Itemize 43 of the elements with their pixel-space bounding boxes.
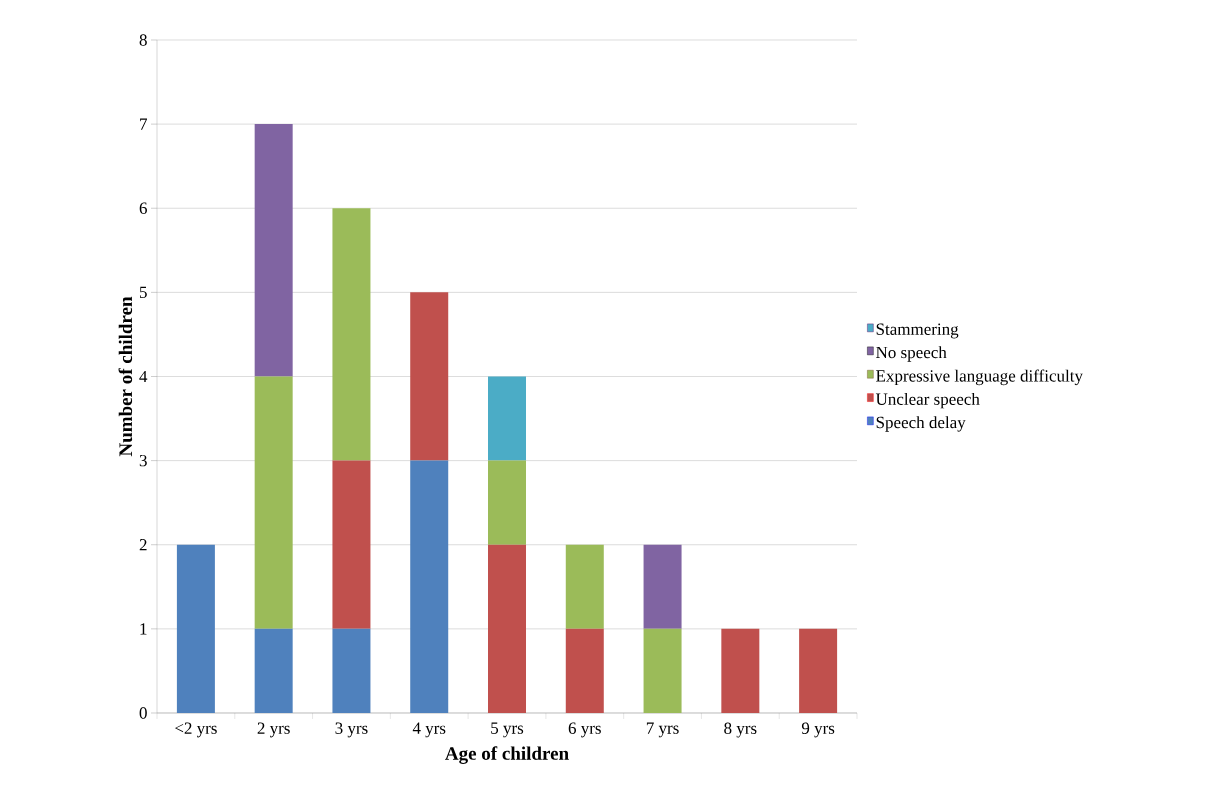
bar xyxy=(721,628,760,713)
x-tick-label: 9 yrs xyxy=(801,722,835,738)
bar xyxy=(254,628,293,713)
legend-label: Unclear speech xyxy=(875,392,980,409)
bar xyxy=(488,544,527,713)
y-tick-label: 2 xyxy=(139,539,147,551)
x-tick-label: 7 yrs xyxy=(646,722,679,738)
legend-label: Expressive language difficulty xyxy=(876,369,1083,386)
bar xyxy=(332,208,371,461)
bar xyxy=(410,292,449,461)
x-tick-label: 5 yrs xyxy=(491,722,524,738)
y-tick-label: 1 xyxy=(140,623,147,635)
y-tick-label: 3 xyxy=(139,454,147,467)
x-tick-label: 2 yrs xyxy=(257,722,290,738)
bar xyxy=(254,376,293,629)
x-tick-label: 4 yrs xyxy=(412,722,446,738)
x-tick-label: 6 yrs xyxy=(568,722,601,738)
y-tick-label: 6 xyxy=(139,202,147,214)
legend-label: Stammering xyxy=(876,323,959,339)
x-axis-title: Age of children xyxy=(445,746,569,764)
bar xyxy=(410,460,449,713)
y-tick-label: 8 xyxy=(139,34,147,46)
y-tick-label: 4 xyxy=(139,370,148,383)
bar xyxy=(799,628,838,713)
bar xyxy=(565,628,604,713)
y-tick-label: 5 xyxy=(139,286,147,299)
y-axis-title: Number of children xyxy=(118,296,133,457)
bar xyxy=(488,376,527,461)
bar xyxy=(332,460,371,629)
bar xyxy=(488,460,527,545)
y-tick-label: 0 xyxy=(139,707,147,719)
x-tick-label: 3 yrs xyxy=(335,722,368,738)
bar xyxy=(643,628,682,713)
x-tick-label: 8 yrs xyxy=(724,722,757,738)
bar xyxy=(332,628,371,713)
y-tick-label: 7 xyxy=(140,118,147,130)
bar xyxy=(565,544,604,629)
bar xyxy=(643,544,682,629)
x-tick-label: <2 yrs xyxy=(175,722,217,738)
bar xyxy=(176,544,215,713)
legend-label: Speech delay xyxy=(876,416,966,432)
bar xyxy=(254,124,293,377)
legend-label: No speech xyxy=(876,346,947,362)
